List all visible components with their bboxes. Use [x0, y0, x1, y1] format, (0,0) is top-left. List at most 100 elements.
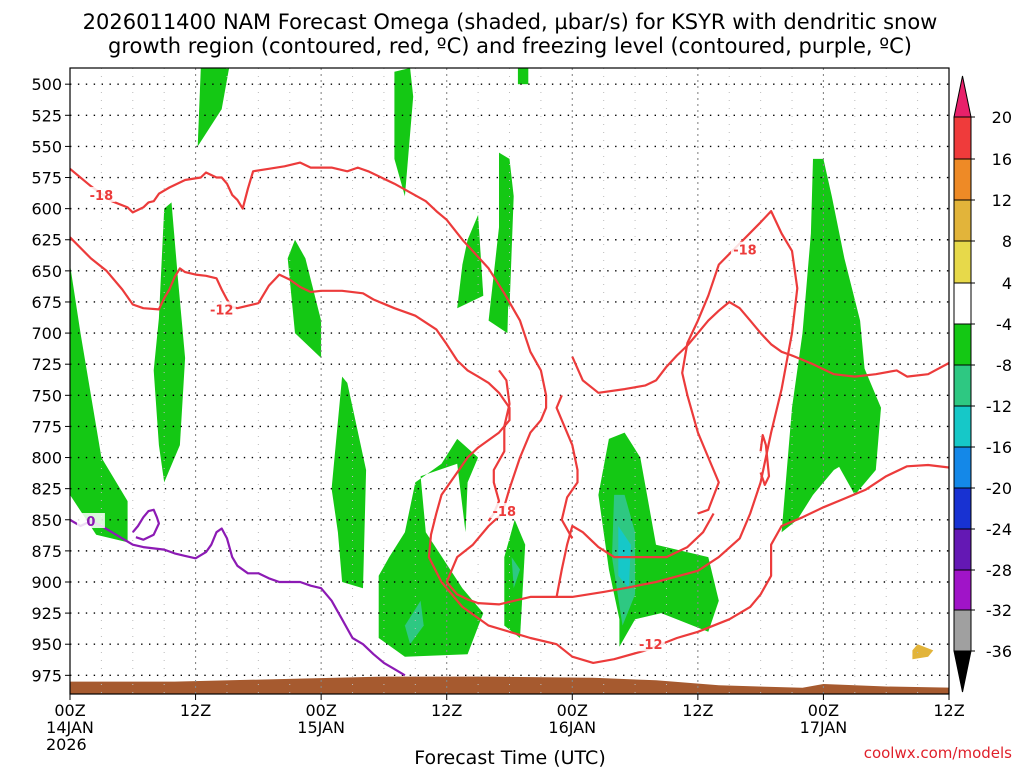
omega-region-26: [912, 644, 934, 660]
x-tick-label-60-0: 12Z: [682, 701, 713, 720]
omega-region-24: [268, 644, 301, 667]
x-tick-label-48-1: 16JAN: [548, 718, 596, 737]
terrain-fill: [70, 676, 949, 694]
omega-region-0: [70, 264, 128, 543]
x-tick-label-72-1: 17JAN: [800, 718, 848, 737]
dendritic-growth-contours: -18 -18 -18 -12 -12: [70, 161, 949, 665]
omega-region-22: [70, 582, 264, 688]
colorbar-segment-0: [953, 116, 972, 160]
x-tick-label-84-0: 12Z: [933, 701, 964, 720]
red-contour-label-1: -18: [733, 244, 757, 259]
x-tick-label-0-2: 2026: [46, 735, 87, 754]
x-tick-label-0-1: 14JAN: [46, 718, 94, 737]
y-tick-label-875: 875: [31, 542, 62, 561]
colorbar-segment-7: [953, 405, 972, 448]
red-contour-label-bg-4: [207, 301, 236, 317]
chart-title-line-1: 2026011400 NAM Forecast Omega (shaded, µ…: [83, 10, 938, 34]
colorbar: 20 16 12 8 4 -4 -8 -12 -16 -20 -24 -28 -32 -36: [953, 75, 1012, 693]
x-tick-label-36-0: 12Z: [431, 701, 462, 720]
y-tick-label-550: 550: [31, 137, 62, 156]
y-tick-label-750: 750: [31, 386, 62, 405]
colorbar-label-6: -8: [996, 356, 1012, 375]
colorbar-label-8: -16: [986, 438, 1012, 457]
colorbar-segment-5: [953, 323, 972, 366]
red-contour-label-0: -18: [90, 189, 114, 204]
y-tick-label-525: 525: [31, 106, 62, 125]
red-contour-line-6: [571, 300, 949, 394]
colorbar-label-13: -36: [986, 642, 1012, 661]
omega-region-25: [781, 557, 949, 688]
x-tick-label-24-0: 00Z: [305, 701, 336, 720]
colorbar-segment-4: [953, 282, 972, 325]
red-contour-label-2: -18: [493, 505, 517, 520]
x-tick-label-0-0: 00Z: [54, 701, 85, 720]
x-tick-label-12-0: 12Z: [180, 701, 211, 720]
red-contour-line-1: [555, 512, 715, 598]
colorbar-segment-9: [953, 487, 972, 530]
colorbar-segment-11: [953, 569, 972, 611]
colorbar-segment-12: [953, 609, 972, 652]
y-tick-label-850: 850: [31, 511, 62, 530]
plot-area: -18 -18 -18 -12 -12 0: [70, 68, 949, 694]
y-tick-label-675: 675: [31, 293, 62, 312]
red-contour-label-bg-5: [636, 636, 665, 652]
colorbar-bottom-triangle: [953, 650, 972, 693]
colorbar-segment-10: [953, 528, 972, 571]
colorbar-label-9: -20: [986, 479, 1012, 498]
omega-region-8: [457, 214, 484, 309]
colorbar-label-3: 8: [1002, 232, 1012, 251]
colorbar-label-4: 4: [1002, 274, 1012, 293]
red-contour-label-bg-1: [730, 241, 759, 257]
red-contour-line-4: [70, 236, 949, 665]
y-tick-label-625: 625: [31, 231, 62, 250]
x-tick-label-72-0: 00Z: [808, 701, 839, 720]
omega-region-18: [530, 494, 577, 591]
colorbar-segment-1: [953, 158, 972, 201]
y-tick-label-575: 575: [31, 169, 62, 188]
purple-contour-label-bg-0: [76, 513, 105, 529]
omega-region-12: [511, 557, 520, 589]
colorbar-segment-2: [953, 199, 972, 242]
colorbar-segment-3: [953, 240, 972, 284]
y-tick-label-600: 600: [31, 200, 62, 219]
y-tick-label-775: 775: [31, 417, 62, 436]
colorbar-label-1: 16: [992, 150, 1012, 169]
colorbar-label-5: -4: [996, 315, 1012, 334]
red-contour-label-5: -12: [639, 638, 663, 653]
y-tick-label-825: 825: [31, 480, 62, 499]
omega-region-3: [287, 239, 322, 358]
chart-title-line-2: growth region (contoured, red, ºC) and f…: [108, 34, 912, 58]
red-contour-line-3: [759, 434, 771, 486]
red-contour-line-5: [555, 394, 579, 539]
omega-region-10: [499, 152, 514, 309]
omega-region-5: [394, 68, 414, 197]
colorbar-label-7: -12: [986, 397, 1012, 416]
purple-contour-line-0: [70, 518, 406, 677]
omega-region-13: [517, 68, 529, 85]
y-tick-label-950: 950: [31, 635, 62, 654]
x-tick-label-48-0: 00Z: [557, 701, 588, 720]
red-contour-label-bg-0: [87, 186, 116, 202]
y-tick-label-500: 500: [31, 75, 62, 94]
x-tick-label-24-1: 15JAN: [297, 718, 345, 737]
omega-region-2: [197, 68, 230, 147]
omega-region-17: [672, 432, 679, 508]
colorbar-label-0: 20: [992, 108, 1012, 127]
red-contour-line-0: [70, 161, 799, 606]
y-tick-label-725: 725: [31, 355, 62, 374]
omega-region-7: [404, 600, 424, 645]
axes: 500 525 550 575 600 625 650 675 700 725 750 775 800 8…: [31, 75, 964, 754]
colorbar-label-10: -24: [986, 520, 1012, 539]
colorbar-label-11: -28: [986, 561, 1012, 580]
plot-frame: [69, 67, 950, 695]
purple-contour-line-1: [131, 508, 160, 541]
purple-contour-label-0: 0: [86, 515, 95, 530]
red-contour-label-4: -12: [210, 303, 234, 318]
terrain-layer: [70, 676, 949, 694]
y-tick-label-925: 925: [31, 604, 62, 623]
y-tick-label-700: 700: [31, 324, 62, 343]
y-tick-label-975: 975: [31, 666, 62, 685]
colorbar-segment-8: [953, 446, 972, 489]
x-axis-label: Forecast Time (UTC): [414, 747, 605, 768]
